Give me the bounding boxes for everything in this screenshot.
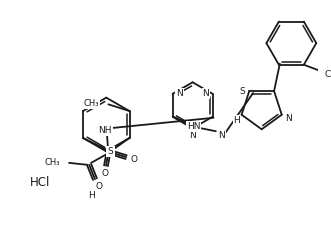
Text: N: N (203, 89, 209, 98)
Text: NH: NH (98, 126, 112, 135)
Text: H: H (233, 116, 240, 125)
Text: HN: HN (187, 122, 201, 131)
Text: O: O (130, 155, 137, 164)
Text: N: N (189, 130, 196, 140)
Text: O: O (102, 169, 109, 178)
Text: N: N (176, 89, 183, 98)
Text: CH₃: CH₃ (45, 158, 61, 167)
Text: S: S (107, 147, 113, 156)
Text: N: N (285, 114, 292, 123)
Text: Cl: Cl (324, 70, 331, 79)
Text: HCl: HCl (29, 176, 50, 189)
Text: S: S (240, 87, 245, 96)
Text: N: N (107, 147, 114, 156)
Text: H: H (88, 191, 94, 200)
Text: O: O (95, 182, 102, 191)
Text: CH₃: CH₃ (83, 99, 99, 108)
Text: N: N (218, 130, 225, 140)
